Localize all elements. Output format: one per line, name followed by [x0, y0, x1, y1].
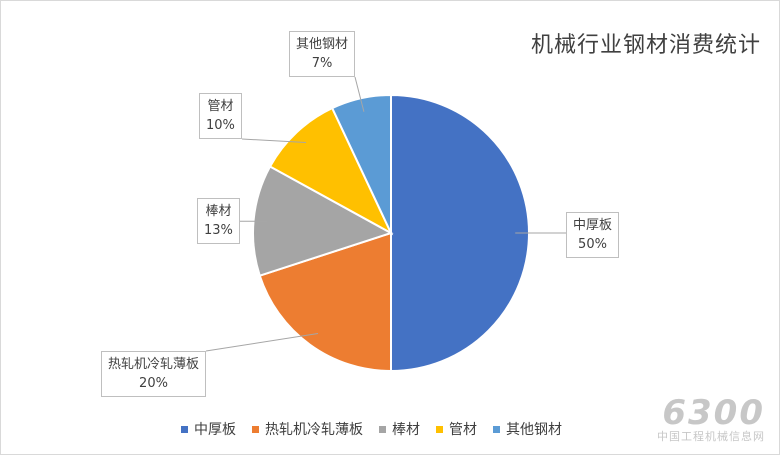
- slice-callout: 棒材 13%: [197, 198, 240, 244]
- pie-slice: [268, 106, 394, 236]
- legend-item: 中厚板: [181, 419, 236, 439]
- legend-swatch: [493, 425, 500, 433]
- legend-label: 其他钢材: [506, 422, 562, 438]
- legend-item: 管材: [436, 419, 477, 439]
- slice-callout: 热轧机冷轧薄板 20%: [101, 351, 207, 397]
- pie-slice: [258, 231, 392, 373]
- legend-label: 热轧机冷轧薄板: [265, 422, 363, 438]
- slice-value-label: 13%: [204, 223, 233, 238]
- leader-line: [354, 76, 365, 112]
- slice-value-label: 50%: [578, 237, 607, 252]
- legend-swatch: [181, 425, 188, 433]
- slice-value-label: 20%: [139, 376, 168, 391]
- legend-swatch: [379, 425, 386, 433]
- watermark-site-name: 中国工程机械信息网: [657, 430, 765, 443]
- slice-label: 棒材: [205, 204, 232, 219]
- slice-value-label: 10%: [206, 118, 235, 133]
- legend-label: 棒材: [392, 422, 420, 438]
- slice-callout: 管材 10%: [199, 93, 242, 139]
- legend-item: 棒材: [379, 419, 420, 439]
- site-watermark: 6300 中国工程机械信息网: [657, 396, 765, 444]
- chart-legend: 中厚板 热轧机冷轧薄板 棒材 管材 其他钢材: [181, 419, 562, 439]
- slice-label: 热轧机冷轧薄板: [108, 357, 200, 372]
- chart-title: 机械行业钢材消费统计: [530, 33, 761, 58]
- leader-line: [205, 332, 319, 352]
- slice-callout: 其他钢材 7%: [289, 31, 356, 77]
- slice-label: 中厚板: [573, 218, 613, 233]
- legend-label: 中厚板: [194, 422, 236, 438]
- legend-item: 其他钢材: [493, 419, 562, 439]
- slice-label: 管材: [207, 99, 234, 114]
- pie-slice: [390, 93, 530, 373]
- slice-value-label: 7%: [311, 56, 333, 71]
- pie-slice: [252, 165, 394, 277]
- legend-label: 管材: [449, 422, 477, 438]
- legend-swatch: [252, 425, 259, 433]
- slice-label: 其他钢材: [296, 37, 349, 52]
- leader-line: [241, 138, 307, 143]
- slice-callout: 中厚板 50%: [566, 212, 620, 258]
- watermark-logo-text: 6300: [662, 393, 765, 433]
- legend-swatch: [436, 425, 443, 433]
- legend-item: 热轧机冷轧薄板: [252, 419, 363, 439]
